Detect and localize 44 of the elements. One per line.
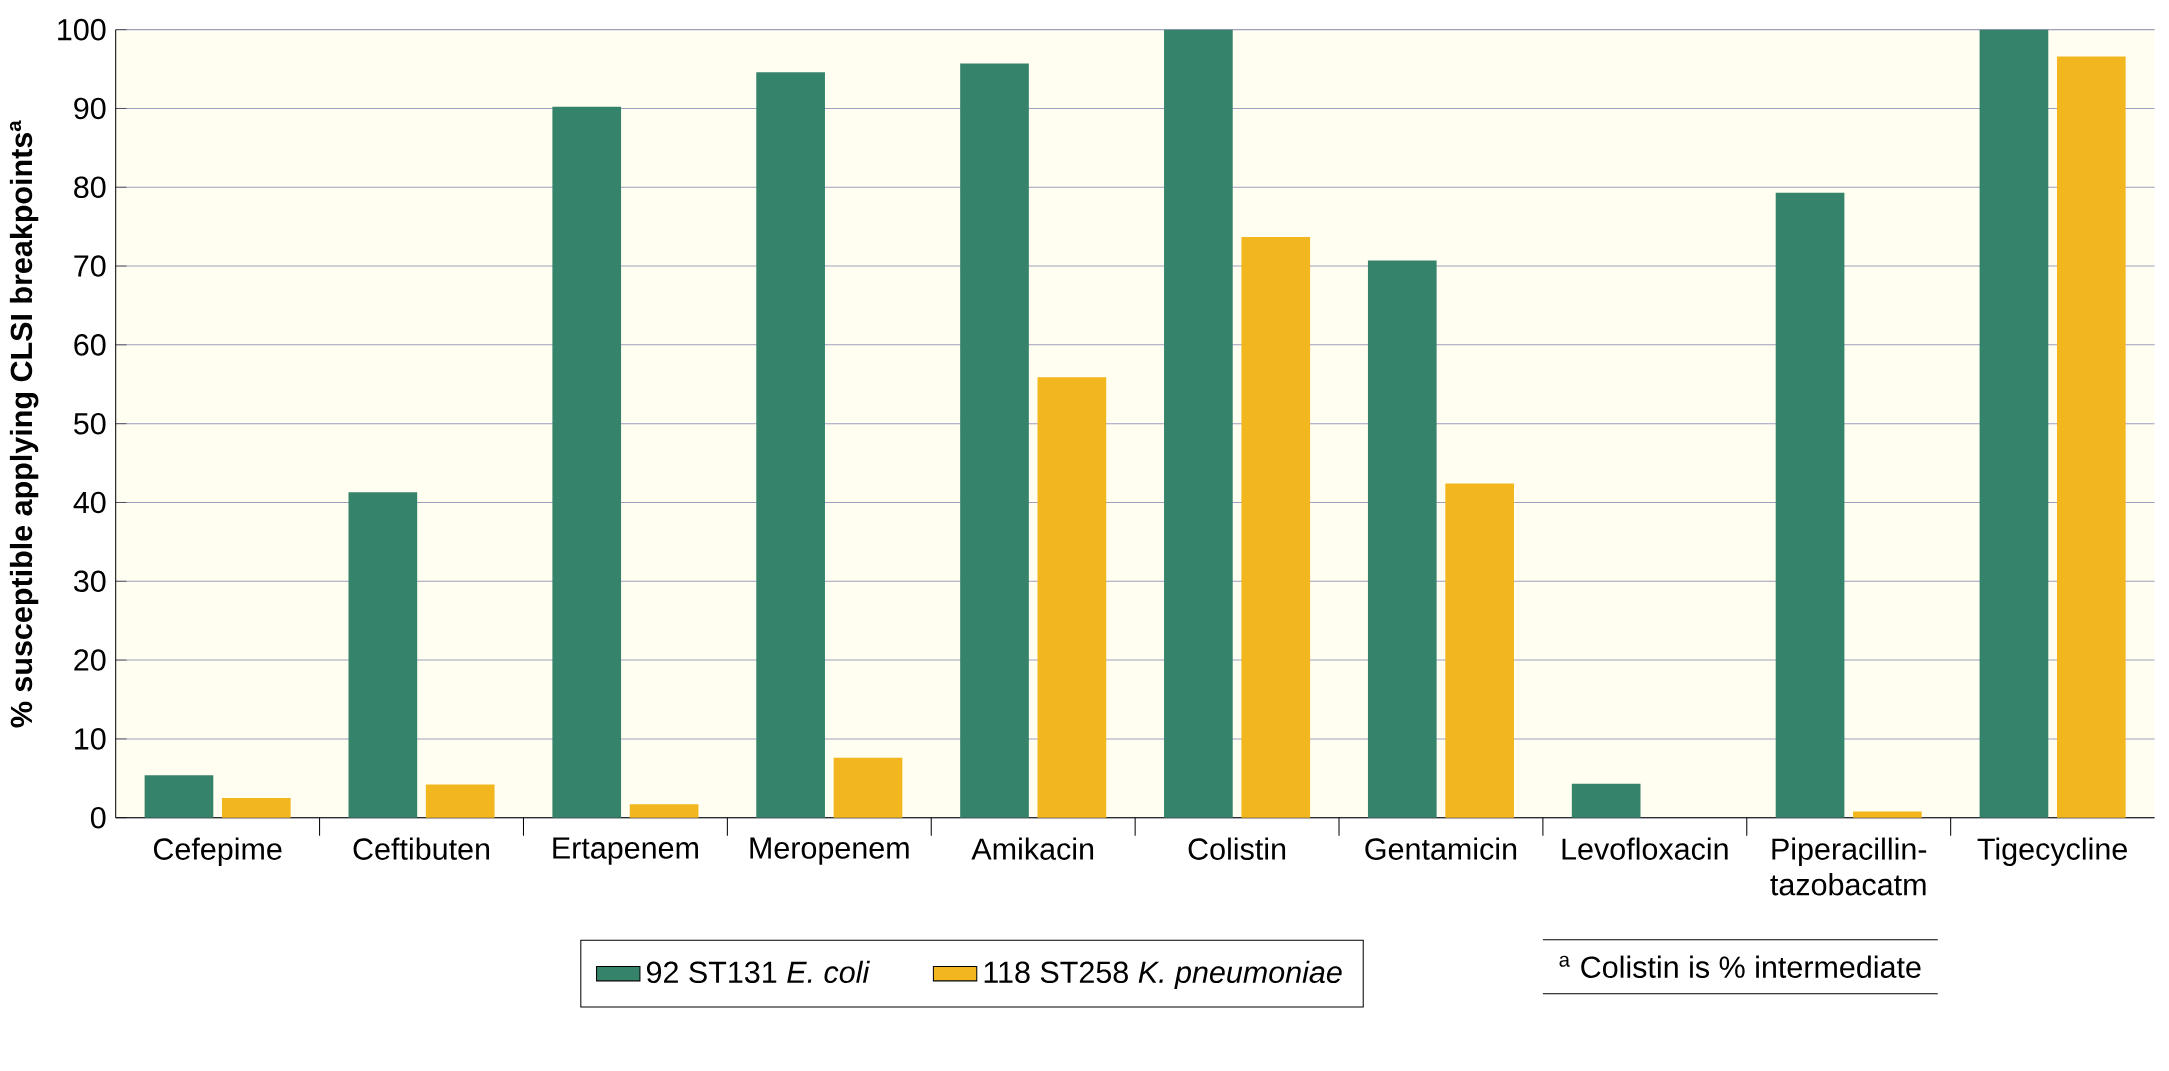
bar xyxy=(1775,192,1845,818)
x-tick-label: Ertapenem xyxy=(553,837,698,865)
bar xyxy=(1853,811,1922,818)
y-tick-label: 70 xyxy=(74,255,106,277)
bar xyxy=(425,784,495,818)
bar xyxy=(1445,483,1514,818)
x-tick-label: Gentamicin xyxy=(1365,837,1517,861)
y-axis-title: % susceptible applying CLSI breakpoints$^{a}$ xyxy=(9,120,39,728)
y-tick-label: 60 xyxy=(74,334,106,356)
y-tick-label: 10 xyxy=(75,728,106,750)
x-tick-label: Meropenem xyxy=(750,837,909,865)
y-tick-label: 100 xyxy=(58,18,106,41)
x-tick-label: Tigecycline xyxy=(1977,837,2127,867)
bar xyxy=(1367,260,1437,818)
bar xyxy=(1571,783,1641,818)
legend-label: 92 ST131 E. coli xyxy=(646,960,870,984)
x-tick-label: Colistin xyxy=(1188,837,1286,861)
x-tick-label: Ceftibuten xyxy=(353,837,490,861)
text: $^{a}$ Colistin is % intermediate xyxy=(1559,955,1921,979)
y-tick-label: 80 xyxy=(74,176,106,199)
bar xyxy=(756,72,825,818)
y-tick-label: 40 xyxy=(73,491,106,514)
y-tick-label: 30 xyxy=(73,570,106,593)
bar xyxy=(629,804,699,818)
bar xyxy=(144,775,214,818)
x-tick-label: Levofloxacin xyxy=(1562,837,1728,861)
bar xyxy=(221,798,291,818)
bar xyxy=(960,63,1029,818)
bar xyxy=(348,492,418,818)
y-tick-label: 0 xyxy=(90,807,106,829)
bar xyxy=(2056,56,2126,818)
bar xyxy=(1037,377,1107,818)
bar xyxy=(552,106,622,818)
bar xyxy=(1241,237,1311,818)
y-tick-label: 90 xyxy=(74,97,106,120)
x-tick-label: Cefepime xyxy=(153,837,282,867)
x-tick-label: Piperacillin-tazobacatm xyxy=(1770,837,1927,896)
y-tick-label: 20 xyxy=(74,649,106,671)
y-tick-label: 50 xyxy=(74,413,106,435)
legend-label: 118 ST258 K. pneumoniae xyxy=(984,960,1342,990)
x-tick-label: Amikacin xyxy=(971,837,1094,861)
bar xyxy=(833,757,903,818)
bar xyxy=(1979,29,2049,818)
bar xyxy=(1164,29,1233,818)
